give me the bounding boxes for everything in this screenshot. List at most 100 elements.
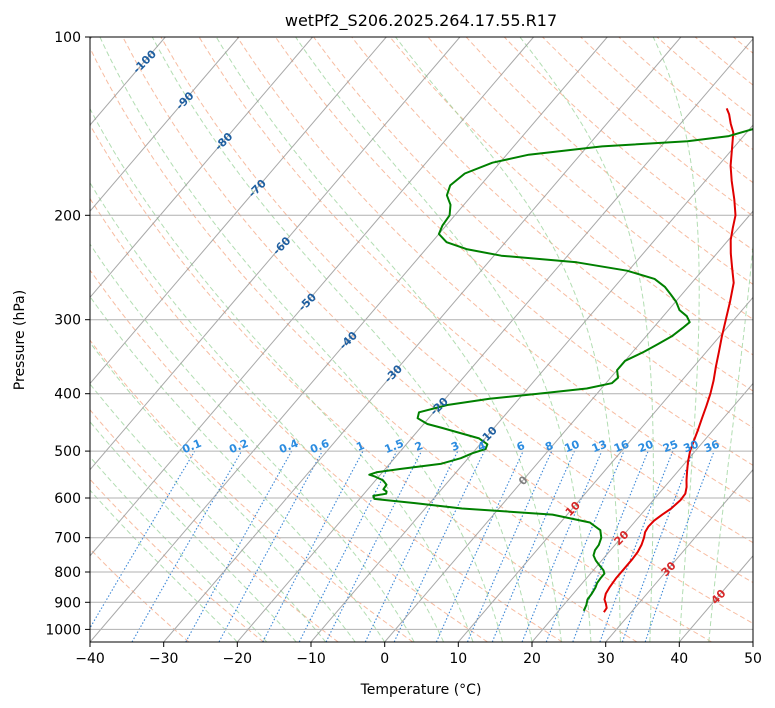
mixing-ratio-label: 0.6 <box>308 437 331 456</box>
isotherm-line <box>752 641 753 642</box>
isotherm-line <box>90 37 534 557</box>
mixing-ratio-label: 25 <box>661 438 680 456</box>
mixing-ratio-labels: 0.1 0.2 0.4 0.6 1 1.5 2 3 4 6 8 10 13 16 20 25 30 36 <box>180 437 721 456</box>
dry-adiabat-line <box>618 37 753 151</box>
mixing-ratio-line <box>572 450 649 642</box>
isotherm-line <box>90 37 313 299</box>
mixing-ratio-line <box>298 450 398 642</box>
dry-adiabat-line <box>771 37 775 642</box>
moist-adiabat-line <box>90 489 238 642</box>
dry-adiabat-line <box>274 37 753 466</box>
mixing-ratio-label: 1.5 <box>383 437 406 456</box>
mixing-ratio-line <box>621 450 694 642</box>
pressure-gridlines <box>90 37 753 630</box>
mixing-ratio-line <box>218 450 323 642</box>
dry-adiabat-line <box>389 37 753 356</box>
moist-adiabat-line <box>708 241 753 642</box>
x-tick-label: −10 <box>296 651 326 667</box>
dewpoint-line <box>368 128 753 612</box>
moist-adiabat-line <box>652 37 700 642</box>
moist-adiabat-line <box>99 37 503 642</box>
y-tick-label: 1000 <box>45 622 81 638</box>
dry-adiabat-line <box>732 37 753 54</box>
mixing-ratio-label: 36 <box>702 437 721 455</box>
isotherm-line <box>163 37 682 642</box>
plot-area: -100-90-80-70-60-50-40-30-20-10010203040… <box>90 37 775 642</box>
isotherm-line <box>236 38 753 642</box>
x-tick-label: 10 <box>449 651 467 667</box>
mixing-ratio-label: 0.2 <box>227 437 250 456</box>
y-tick-label: 300 <box>54 313 81 329</box>
mixing-ratio-line <box>599 450 674 642</box>
dry-adiabat-line <box>90 409 339 642</box>
chart-title: wetPf2_S206.2025.264.17.55.R17 <box>285 11 557 31</box>
sounding-series <box>368 108 753 613</box>
mixing-ratio-line <box>491 450 576 642</box>
mixing-ratio-label: 3 <box>449 439 461 454</box>
mixing-ratio-line <box>545 450 625 642</box>
dry-adiabat-line <box>503 37 753 251</box>
moist-adiabat-line <box>90 456 268 642</box>
mixing-ratio-line <box>262 450 364 642</box>
mixing-ratio-line <box>325 450 423 642</box>
dry-adiabat-line <box>656 37 753 118</box>
moist-adiabat-line <box>215 37 562 642</box>
y-tick-label: 900 <box>54 595 81 611</box>
moist-adiabat-line <box>151 37 533 642</box>
dry-adiabat-line <box>90 478 264 642</box>
isotherm-line <box>531 382 753 642</box>
mixing-ratio-line <box>364 450 459 642</box>
isotherm-line <box>90 37 608 642</box>
isotherms <box>90 37 753 642</box>
mixing-ratio-label: 8 <box>543 439 555 454</box>
x-tick-label: 0 <box>380 651 389 667</box>
isotherm-line <box>90 37 240 212</box>
mixing-ratio-line <box>521 450 603 642</box>
moist-adiabat-line <box>90 383 327 642</box>
y-tick-label: 700 <box>54 531 81 547</box>
isotherm-line <box>678 555 753 642</box>
y-tick-label: 500 <box>54 444 81 460</box>
isotherm-label: -100 <box>130 47 159 76</box>
x-tick-label: −30 <box>149 651 179 667</box>
moist-adiabat-line <box>395 37 621 642</box>
mixing-ratio-line <box>131 450 243 642</box>
moist-adiabat-line <box>519 37 654 642</box>
dry-adiabat-line <box>351 37 753 392</box>
x-tick-label: 20 <box>523 651 541 667</box>
y-tick-label: 200 <box>54 208 81 224</box>
moist-adiabat-line <box>90 295 386 642</box>
dry-adiabat-line <box>313 37 753 429</box>
mixing-ratio-label: 16 <box>612 437 631 455</box>
isotherm-line <box>384 210 753 642</box>
mixing-ratio-label: 2 <box>413 439 425 454</box>
mixing-ratio-line <box>466 450 553 642</box>
dry-adiabat-line <box>122 37 753 624</box>
isotherm-line <box>310 124 753 642</box>
axes: −40 −30 −20 −10 0 10 20 30 40 50 100 200 300 400 500 60… <box>45 30 762 667</box>
dry-adiabat-line <box>90 269 488 642</box>
x-tick-label: 30 <box>597 651 615 667</box>
dry-adiabat-line <box>198 37 753 544</box>
dry-adiabat-line <box>90 46 712 642</box>
moist-adiabat-line <box>90 107 474 642</box>
y-axis-title: Pressure (hPa) <box>12 290 28 390</box>
mixing-ratio-label: 10 <box>562 437 581 455</box>
mixing-ratio-label: 13 <box>590 438 609 456</box>
dry-adiabat-line <box>465 37 753 285</box>
plot-frame <box>89 36 754 643</box>
isotherm-line <box>605 468 753 642</box>
mixing-ratio-line <box>644 450 715 642</box>
mixing-ratio-line <box>90 450 196 629</box>
x-tick-label: −40 <box>75 651 105 667</box>
x-tick-label: 50 <box>744 651 762 667</box>
mixing-ratio-label: 1 <box>354 439 366 454</box>
isotherm-line <box>90 37 461 471</box>
mixing-ratio-line <box>185 450 293 642</box>
y-tick-label: 100 <box>54 30 81 46</box>
y-tick-label: 400 <box>54 387 81 403</box>
mixing-ratio-line <box>393 450 485 642</box>
dry-adiabat-line <box>90 197 563 642</box>
moist-adiabat-line <box>90 421 297 642</box>
